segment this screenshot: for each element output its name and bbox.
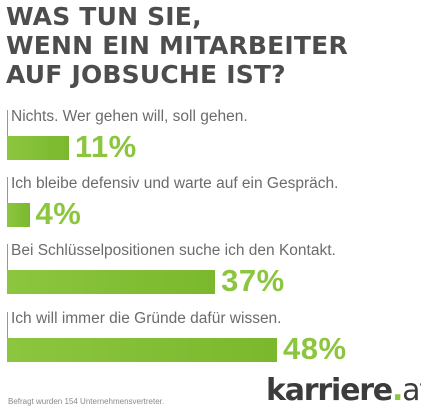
- category-label: Nichts. Wer gehen will, soll gehen.: [11, 108, 248, 125]
- bar-value-label: 37%: [221, 263, 285, 298]
- bar-guide-line: [7, 177, 8, 203]
- bar-value-label: 48%: [283, 331, 347, 366]
- category-label: Bei Schlüsselpositionen suche ich den Ko…: [11, 242, 336, 259]
- bar-guide-line: [7, 244, 8, 270]
- category-label: Ich bleibe defensiv und warte auf ein Ge…: [11, 175, 339, 192]
- bar-value-label: 11%: [74, 129, 137, 164]
- karriere-logo: karriere.at: [266, 374, 421, 408]
- logo-name: karriere: [266, 373, 393, 408]
- bar: [7, 203, 30, 227]
- survey-footnote: Befragt wurden 154 Unternehmensvertreter…: [8, 397, 165, 406]
- bar-guide-line: [7, 110, 8, 136]
- bar: [7, 338, 277, 362]
- logo-tld: at: [402, 373, 421, 408]
- category-label: Ich will immer die Gründe dafür wissen.: [11, 310, 282, 327]
- chart-title: WAS TUN SIE, WENN EIN MITARBEITER AUF JO…: [6, 2, 416, 89]
- bar: [7, 136, 69, 160]
- bar: [7, 270, 216, 294]
- logo-dot: .: [391, 373, 403, 408]
- chart-title-line-1: WAS TUN SIE,: [6, 2, 202, 31]
- bar-guide-line: [7, 312, 8, 338]
- bar-value-label: 4%: [35, 196, 82, 231]
- chart-title-line-2: WENN EIN MITARBEITER: [6, 31, 348, 60]
- chart-title-line-3: AUF JOBSUCHE IST?: [6, 60, 286, 89]
